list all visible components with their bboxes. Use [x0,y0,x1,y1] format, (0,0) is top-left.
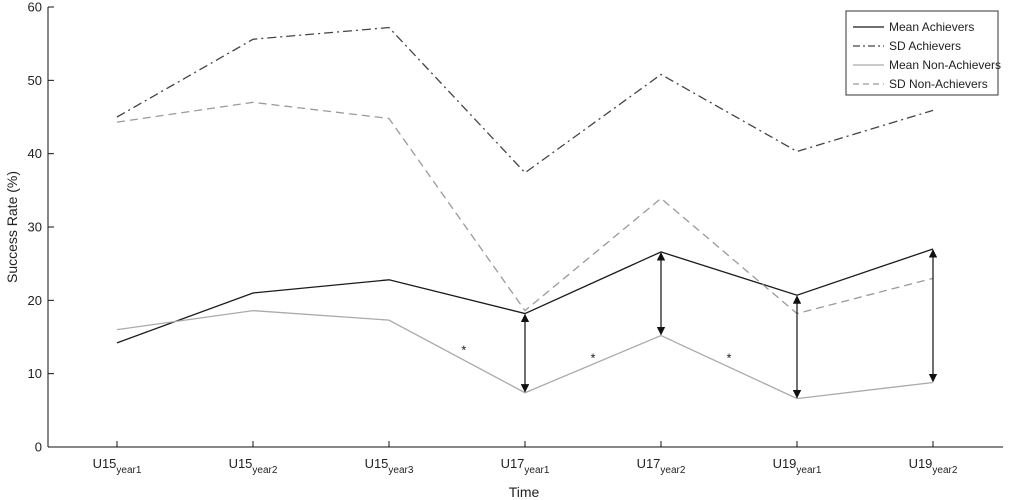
annotation-layer: * * * [461,249,938,399]
x-tick-label: U15year1 [93,456,142,476]
y-tick-label: 60 [28,0,42,15]
significance-asterisk: * [461,342,466,357]
y-tick-label: 50 [28,73,42,88]
x-axis-title: Time [509,484,540,500]
x-tick-label: U15year2 [229,456,278,476]
y-tick-label: 40 [28,146,42,161]
y-tick-label: 30 [28,220,42,235]
legend-label: SD Achievers [889,39,961,53]
legend-label: Mean Achievers [889,20,974,34]
legend-box [845,10,999,96]
series-line-mean-achievers [116,248,934,344]
legend: Mean Achievers SD Achievers Mean Non-Achie… [845,10,1001,96]
x-tick-label: U19year1 [773,456,822,476]
series-line-sd-achievers [116,26,934,174]
significance-asterisk: * [590,351,595,366]
y-tick-label: 20 [28,293,42,308]
y-axis-title: Success Rate (%) [4,171,20,283]
legend-label: Mean Non-Achievers [889,58,1001,72]
x-tick-label: U19year2 [909,456,958,476]
significance-asterisk: * [726,351,731,366]
x-tick-label: U15year3 [365,456,414,476]
y-tick-label: 0 [35,440,42,455]
y-tick-label: 10 [28,366,42,381]
x-tick-label: U17year2 [637,456,686,476]
axes: 0 10 20 30 40 50 60 U15year1 U15year2 U15year3 U17… [28,0,1003,476]
series-line-mean-non-achievers [116,309,934,400]
legend-label: SD Non-Achievers [889,77,988,91]
x-tick-label: U17year1 [501,456,550,476]
series-line-sd-non-achievers [116,101,934,315]
